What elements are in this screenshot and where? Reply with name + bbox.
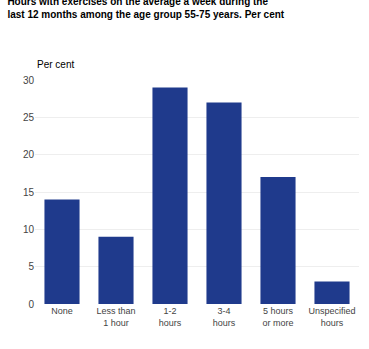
svg-text:30: 30 [23,75,35,86]
svg-text:5 hoursor more: 5 hoursor more [262,306,293,328]
svg-text:3-4hours: 3-4hours [213,306,236,328]
svg-text:25: 25 [23,112,35,123]
svg-text:None: None [51,306,73,316]
svg-text:Unspecifiedhours: Unspecifiedhours [308,306,355,328]
svg-text:Less than1 hour: Less than1 hour [96,306,135,328]
svg-text:Hours with exercises on the av: Hours with exercises on the average a we… [7,0,284,20]
svg-text:20: 20 [23,149,35,160]
svg-text:Per cent: Per cent [37,59,74,70]
svg-text:0: 0 [28,299,34,310]
svg-text:15: 15 [23,187,35,198]
svg-text:1-2hours: 1-2hours [159,306,182,328]
svg-text:5: 5 [28,261,34,272]
svg-text:10: 10 [23,224,35,235]
